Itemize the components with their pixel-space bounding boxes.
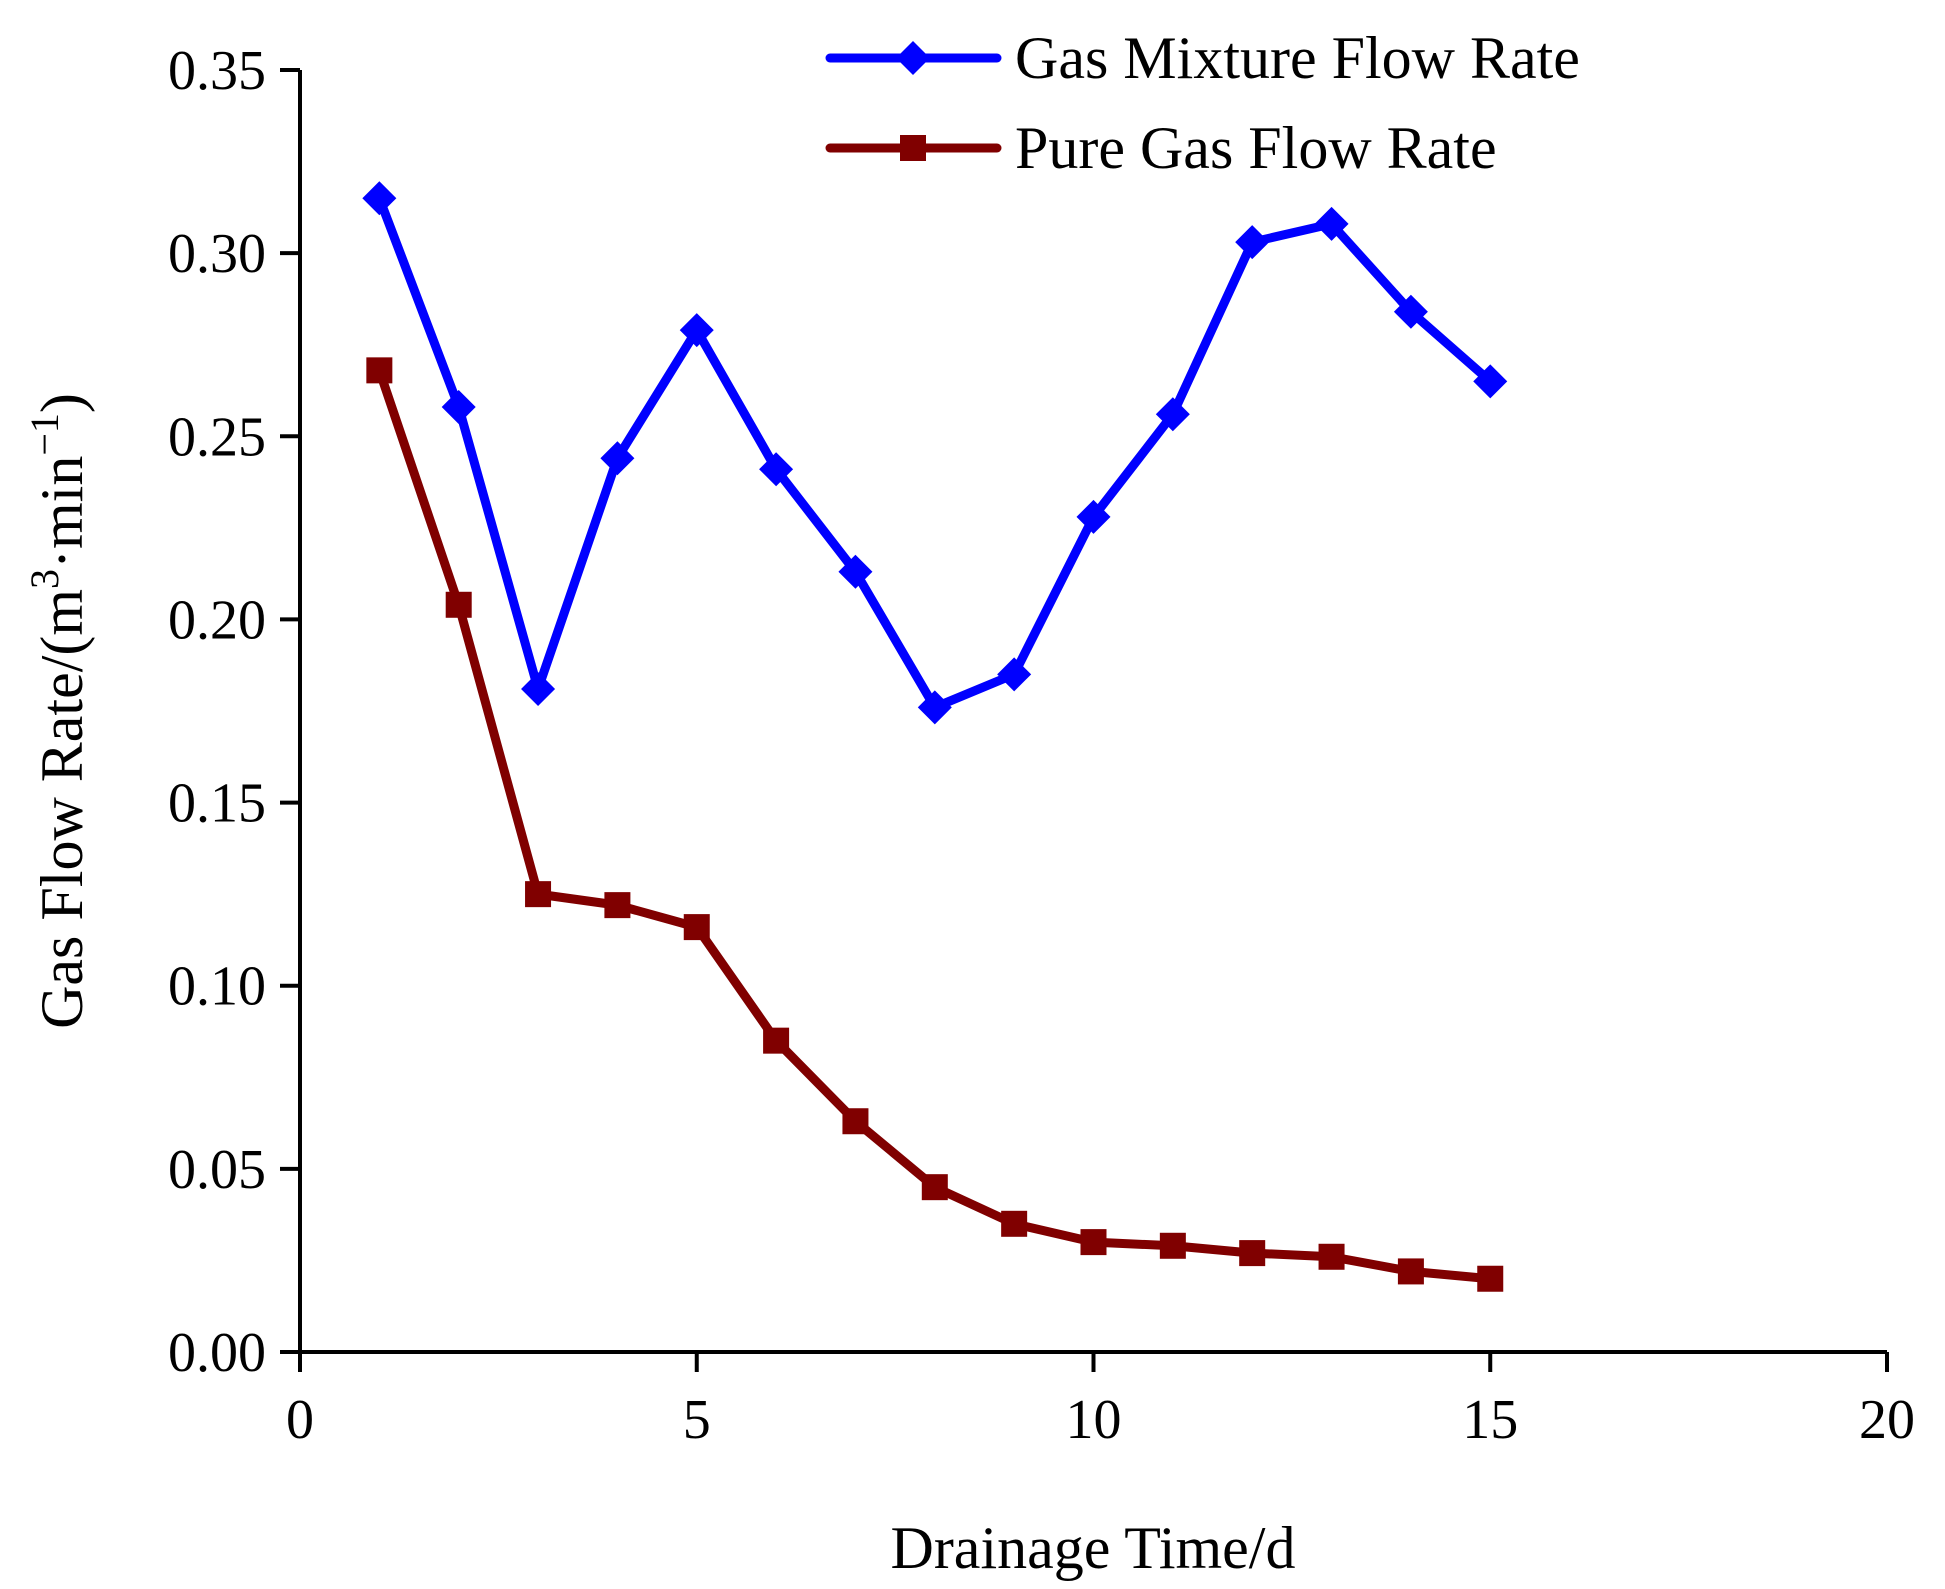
data-point xyxy=(763,1027,790,1054)
data-point xyxy=(1473,364,1508,399)
y-axis-title-suffix: ) xyxy=(29,393,95,413)
data-point xyxy=(1001,1210,1028,1237)
legend-label: Gas Mixture Flow Rate xyxy=(1015,25,1580,91)
data-point xyxy=(1397,1258,1424,1285)
data-point xyxy=(441,389,476,424)
data-point xyxy=(362,181,397,216)
axes xyxy=(298,70,1887,1354)
y-axis-title-sup-3: 3 xyxy=(22,569,67,589)
data-point xyxy=(600,441,635,476)
series-gas-mixture-flow-rate xyxy=(362,181,1508,725)
data-point xyxy=(604,892,631,919)
y-tick-label: 0.25 xyxy=(168,406,266,468)
data-point xyxy=(838,554,873,589)
series-line xyxy=(374,193,1495,712)
legend-marker xyxy=(896,41,930,75)
legend-marker xyxy=(900,135,926,161)
y-tick-label: 0.00 xyxy=(168,1322,266,1384)
data-point xyxy=(1239,1240,1266,1267)
data-point xyxy=(1155,397,1190,432)
x-ticks: 0 5 10 15 20 xyxy=(286,1352,1915,1451)
legend: Gas Mixture Flow Rate Pure Gas Flow Rate xyxy=(825,25,1580,181)
y-tick-label: 0.10 xyxy=(168,956,266,1018)
y-ticks: 0.00 0.05 0.10 0.15 0.20 0.25 0.30 0.35 xyxy=(168,40,300,1384)
data-point xyxy=(366,357,393,384)
data-point xyxy=(842,1108,869,1135)
data-point xyxy=(917,690,952,725)
data-point xyxy=(521,672,556,707)
x-tick-label: 10 xyxy=(1066,1389,1122,1451)
series-pure-gas-flow-rate xyxy=(366,357,1504,1292)
y-axis-title-prefix: Gas Flow Rate/(m xyxy=(29,589,95,1029)
data-point xyxy=(1080,1229,1107,1256)
x-axis-title: Drainage Time/d xyxy=(891,1515,1296,1581)
x-tick-label: 5 xyxy=(683,1389,711,1451)
data-point xyxy=(1076,499,1111,534)
y-axis-title: Gas Flow Rate/(m3·min−1) xyxy=(22,393,95,1029)
x-tick-label: 0 xyxy=(286,1389,314,1451)
y-tick-label: 0.20 xyxy=(168,589,266,651)
y-tick-label: 0.35 xyxy=(168,40,266,102)
data-point xyxy=(1235,225,1270,260)
data-point xyxy=(1393,294,1428,329)
plot-area xyxy=(362,181,1508,1292)
legend-label: Pure Gas Flow Rate xyxy=(1015,115,1497,181)
x-tick-label: 20 xyxy=(1859,1389,1915,1451)
data-point xyxy=(683,914,710,941)
y-tick-label: 0.05 xyxy=(168,1139,266,1201)
data-point xyxy=(759,452,794,487)
data-point xyxy=(1477,1265,1504,1292)
y-axis-title-sup-neg1: −1 xyxy=(22,413,67,456)
data-point xyxy=(1314,206,1349,241)
y-tick-label: 0.15 xyxy=(168,773,266,835)
data-point xyxy=(679,313,714,348)
y-axis-title-middle: ·min xyxy=(29,456,95,569)
y-tick-label: 0.30 xyxy=(168,223,266,285)
series-line xyxy=(374,365,1495,1284)
data-point xyxy=(445,591,472,618)
data-point xyxy=(1159,1232,1186,1259)
data-point xyxy=(525,881,552,908)
x-tick-label: 15 xyxy=(1462,1389,1518,1451)
data-point xyxy=(921,1174,948,1201)
data-point xyxy=(997,657,1032,692)
data-point xyxy=(1318,1243,1345,1270)
